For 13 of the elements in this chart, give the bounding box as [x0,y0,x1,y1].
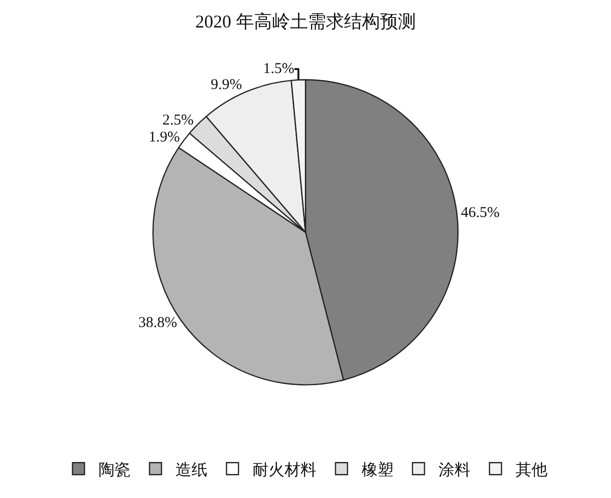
data-label: 9.9% [210,77,242,94]
data-label: 2.5% [162,112,194,129]
chart-title: 2020 年高岭土需求结构预测 [195,12,416,32]
legend-label: 橡塑 [362,460,394,479]
data-label: 38.8% [138,315,178,332]
legend-label: 耐火材料 [252,460,316,479]
legend-label: 陶瓷 [98,462,130,479]
data-label: 1.9% [148,129,180,146]
legend-label: 造纸 [176,460,208,479]
legend-label: 其他 [516,460,548,479]
legend-label: 涂料 [438,460,470,479]
data-label: 1.5% [263,61,294,78]
data-label: 46.5% [460,205,500,222]
